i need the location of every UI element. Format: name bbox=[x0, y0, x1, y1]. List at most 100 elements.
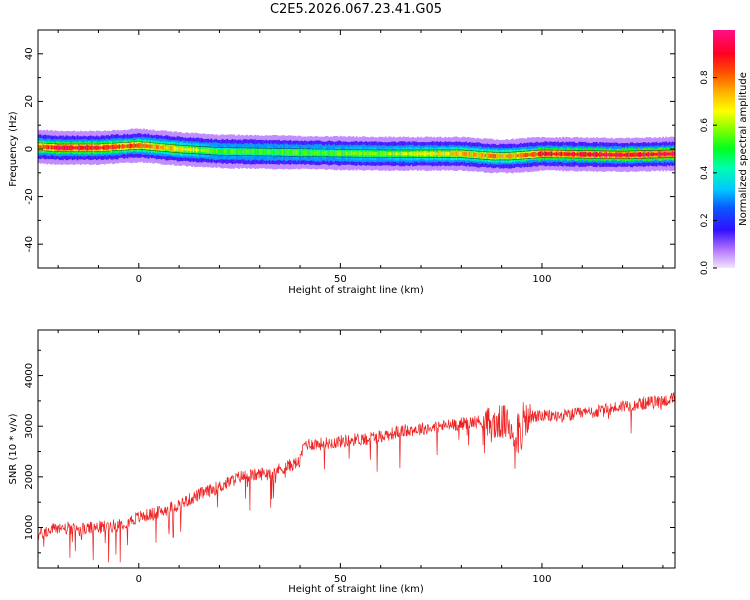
spectrogram-cell bbox=[97, 146, 100, 150]
spectrogram-cell bbox=[281, 149, 284, 155]
spectrogram-cell bbox=[508, 153, 511, 159]
spectrogram-cell bbox=[410, 151, 413, 156]
spectrogram-cell bbox=[126, 144, 129, 148]
spectrogram-cell bbox=[454, 151, 456, 156]
spectrogram-cell bbox=[297, 151, 300, 155]
spectrogram-cell bbox=[299, 150, 302, 155]
spectrogram-cell bbox=[447, 151, 450, 156]
spectrogram-cell bbox=[218, 148, 221, 154]
spectrogram-cell bbox=[68, 145, 71, 150]
spectrogram-cell bbox=[570, 152, 573, 156]
spectrogram-cell bbox=[344, 151, 347, 156]
spectrogram-cell bbox=[647, 152, 650, 157]
spectrogram-cell bbox=[171, 146, 174, 151]
y-tick-label: 2000 bbox=[24, 464, 35, 489]
spectrogram-cell bbox=[265, 150, 268, 154]
spectrogram-cell bbox=[191, 148, 194, 152]
spectrogram-cell bbox=[460, 151, 463, 156]
spectrogram-cell bbox=[63, 145, 66, 151]
y-tick-label: 3000 bbox=[24, 413, 35, 438]
snr-x-axis-label: Height of straight line (km) bbox=[288, 584, 424, 595]
spectrogram-cell bbox=[305, 150, 308, 155]
spectrogram-cell bbox=[208, 148, 211, 153]
spectrogram-cell bbox=[520, 153, 523, 158]
spectrogram-cell bbox=[275, 149, 277, 155]
spectrogram-cell bbox=[549, 151, 552, 156]
spectrogram-cell bbox=[608, 152, 611, 157]
spectrogram-cell bbox=[65, 145, 68, 150]
spectrogram-cell bbox=[160, 146, 163, 149]
spectrogram-cell bbox=[291, 150, 294, 155]
spectrogram-cell bbox=[465, 152, 468, 156]
spectrogram-cell bbox=[547, 152, 550, 156]
spectrogram-cell bbox=[129, 143, 132, 149]
spectrogram-cell bbox=[620, 152, 623, 158]
spectrogram-cell bbox=[433, 152, 436, 156]
spectrogram-cell bbox=[413, 151, 416, 157]
spectrogram-cell bbox=[225, 149, 227, 154]
spectrogram-cell bbox=[425, 151, 427, 157]
spectrogram-cell bbox=[557, 152, 560, 156]
spectrogram-cell bbox=[117, 145, 119, 149]
spectrogram-cell bbox=[636, 152, 639, 157]
spectrogram-cell bbox=[652, 152, 655, 156]
spectrogram-cell bbox=[204, 148, 207, 153]
spectrogram-cell bbox=[434, 151, 437, 156]
spectrogram-cell bbox=[573, 151, 576, 157]
spectrogram-cell bbox=[476, 152, 479, 157]
spectrogram-cell bbox=[96, 145, 98, 151]
spectrogram-cell bbox=[42, 144, 45, 150]
spectrogram-heatmap bbox=[37, 128, 676, 174]
spectrogram-cell bbox=[104, 145, 107, 150]
spectrogram-cell bbox=[226, 149, 229, 154]
spectrogram-cell bbox=[665, 152, 668, 156]
spectrogram-cell bbox=[563, 152, 566, 157]
spectrogram-cell bbox=[536, 152, 539, 156]
spectrogram-cell bbox=[365, 151, 368, 156]
spectrogram-cell bbox=[552, 152, 555, 156]
spectrogram-cell bbox=[237, 150, 240, 154]
spectrogram-cell bbox=[165, 146, 168, 150]
spectrogram-cell bbox=[125, 144, 127, 148]
spectrogram-cell bbox=[210, 149, 213, 153]
spectrogram-cell bbox=[352, 151, 355, 155]
spectrogram-cell bbox=[431, 152, 434, 156]
spectrogram-cell bbox=[342, 151, 345, 156]
spectrogram-cell bbox=[300, 150, 303, 155]
spectrogram-cell bbox=[662, 152, 665, 156]
spectrogram-cell bbox=[107, 145, 110, 150]
spectrogram-cell bbox=[495, 153, 498, 159]
spectrogram-cell bbox=[146, 144, 148, 148]
spectrogram-cell bbox=[120, 145, 123, 148]
spectrogram-cell bbox=[587, 152, 590, 157]
spectrogram-cell bbox=[634, 153, 637, 156]
spectrogram-cell bbox=[270, 150, 273, 154]
spectrogram-cell bbox=[381, 152, 384, 156]
spectrogram-cell bbox=[457, 151, 460, 157]
spectrogram-cell bbox=[179, 147, 182, 151]
spectrogram-cell bbox=[58, 145, 61, 150]
spectrogram-cell bbox=[108, 145, 111, 149]
spectrogram-cell bbox=[296, 150, 298, 155]
spectrogram-cell bbox=[363, 150, 366, 157]
spectrogram-cell bbox=[420, 151, 423, 157]
spectrogram-cell bbox=[628, 153, 631, 157]
spectrogram-cell bbox=[244, 149, 247, 154]
spectrogram-cell bbox=[263, 150, 266, 154]
spectrogram-cell bbox=[187, 148, 190, 151]
spectrogram-cell bbox=[397, 152, 400, 155]
spectrogram-cell bbox=[115, 144, 118, 150]
spectrogram-cell bbox=[595, 152, 598, 158]
spectrogram-cell bbox=[147, 144, 150, 149]
spectrogram-cell bbox=[310, 151, 313, 155]
spectrogram-cell bbox=[315, 150, 318, 155]
spectrogram-cell bbox=[350, 150, 353, 156]
spectrogram-cell bbox=[426, 152, 429, 156]
spectrogram-cell bbox=[371, 151, 374, 156]
spectrogram-cell bbox=[228, 150, 231, 153]
spectrogram-cell bbox=[189, 147, 192, 152]
spectrogram-cell bbox=[346, 151, 348, 155]
spectrogram-cell bbox=[87, 145, 90, 151]
spectrogram-cell bbox=[325, 150, 327, 156]
spectrogram-cell bbox=[616, 153, 619, 157]
